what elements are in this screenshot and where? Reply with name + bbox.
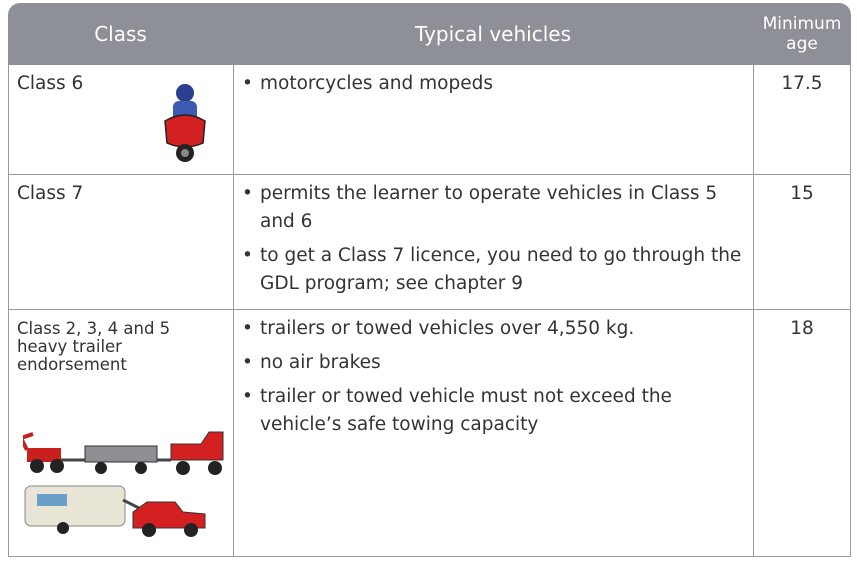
vehicles-cell: trailers or towed vehicles over 4,550 kg… bbox=[233, 310, 753, 557]
class-text: Class 7 bbox=[17, 183, 84, 204]
vehicle-item: trailer or towed vehicle must not exceed… bbox=[242, 383, 745, 439]
vehicle-item: permits the learner to operate vehicles … bbox=[242, 180, 745, 236]
table-wrap: Class Typical vehicles Minimum age Class… bbox=[8, 3, 851, 557]
age-cell: 17.5 bbox=[753, 65, 851, 175]
class-cell: Class 7 bbox=[8, 175, 233, 310]
vehicles-cell: permits the learner to operate vehicles … bbox=[233, 175, 753, 310]
class-text: Class 6 bbox=[17, 73, 84, 94]
header-cell: Minimum age bbox=[753, 3, 851, 65]
vehicle-list: motorcycles and mopeds bbox=[242, 70, 745, 98]
header-cell: Typical vehicles bbox=[233, 3, 753, 65]
age-cell: 15 bbox=[753, 175, 851, 310]
vehicle-item: to get a Class 7 licence, you need to go… bbox=[242, 242, 745, 298]
vehicle-list: trailers or towed vehicles over 4,550 kg… bbox=[242, 315, 745, 439]
header-row: Class Typical vehicles Minimum age bbox=[8, 3, 851, 65]
vehicle-list: permits the learner to operate vehicles … bbox=[242, 180, 745, 298]
trailer-icons bbox=[23, 431, 224, 537]
header-cell: Class bbox=[8, 3, 233, 65]
licence-table: Class Typical vehicles Minimum age Class… bbox=[8, 3, 851, 557]
vehicles-cell: motorcycles and mopeds bbox=[233, 65, 753, 175]
class-cell: Class 6 bbox=[8, 65, 233, 175]
vehicle-item: no air brakes bbox=[242, 349, 745, 377]
motorcycle-icon bbox=[164, 84, 206, 162]
class-cell: Class 2, 3, 4 and 5 heavy trailer endors… bbox=[8, 310, 233, 557]
class-text: Class 2, 3, 4 and 5 heavy trailer endors… bbox=[17, 319, 171, 374]
age-cell: 18 bbox=[753, 310, 851, 557]
vehicle-item: trailers or towed vehicles over 4,550 kg… bbox=[242, 315, 745, 343]
vehicle-item: motorcycles and mopeds bbox=[242, 70, 745, 98]
row: Class 2, 3, 4 and 5 heavy trailer endors… bbox=[8, 310, 851, 557]
row: Class 6 motorcycles and mopeds 17.5 bbox=[8, 65, 851, 175]
row: Class 7 permits the learner to operate v… bbox=[8, 175, 851, 310]
